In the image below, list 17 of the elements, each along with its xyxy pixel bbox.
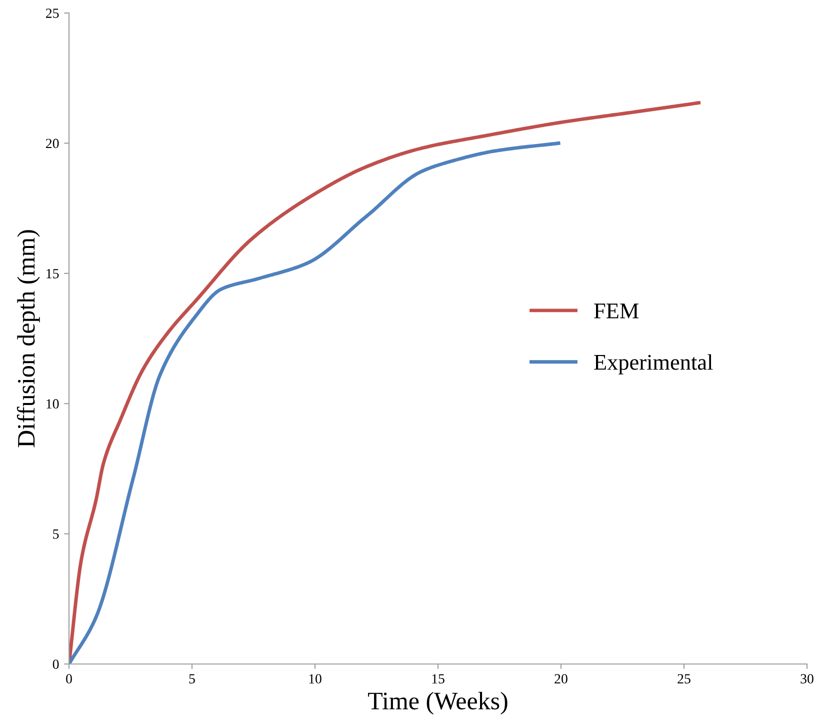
x-tick-label: 5	[189, 674, 195, 684]
y-tick-label: 0	[52, 660, 59, 669]
x-tick-label: 30	[800, 674, 814, 684]
y-tick-label: 20	[46, 138, 59, 148]
legend-label: Experimental	[594, 354, 713, 374]
x-tick-label: 20	[554, 674, 568, 684]
y-tick-label: 5	[53, 530, 59, 539]
y-tick-label: 25	[46, 8, 59, 18]
x-tick-label: 0	[66, 674, 72, 684]
legend-label: FEM	[594, 304, 639, 318]
y-tick-label: 15	[46, 269, 59, 278]
x-tick-label: 25	[678, 674, 690, 684]
x-tick-label: 15	[432, 674, 444, 684]
y-axis-title: Diffusion depth (mm)	[16, 230, 40, 448]
x-tick-label: 10	[309, 674, 322, 684]
y-tick-label: 10	[46, 399, 59, 409]
x-axis-title: Time (Weeks)	[368, 692, 508, 715]
